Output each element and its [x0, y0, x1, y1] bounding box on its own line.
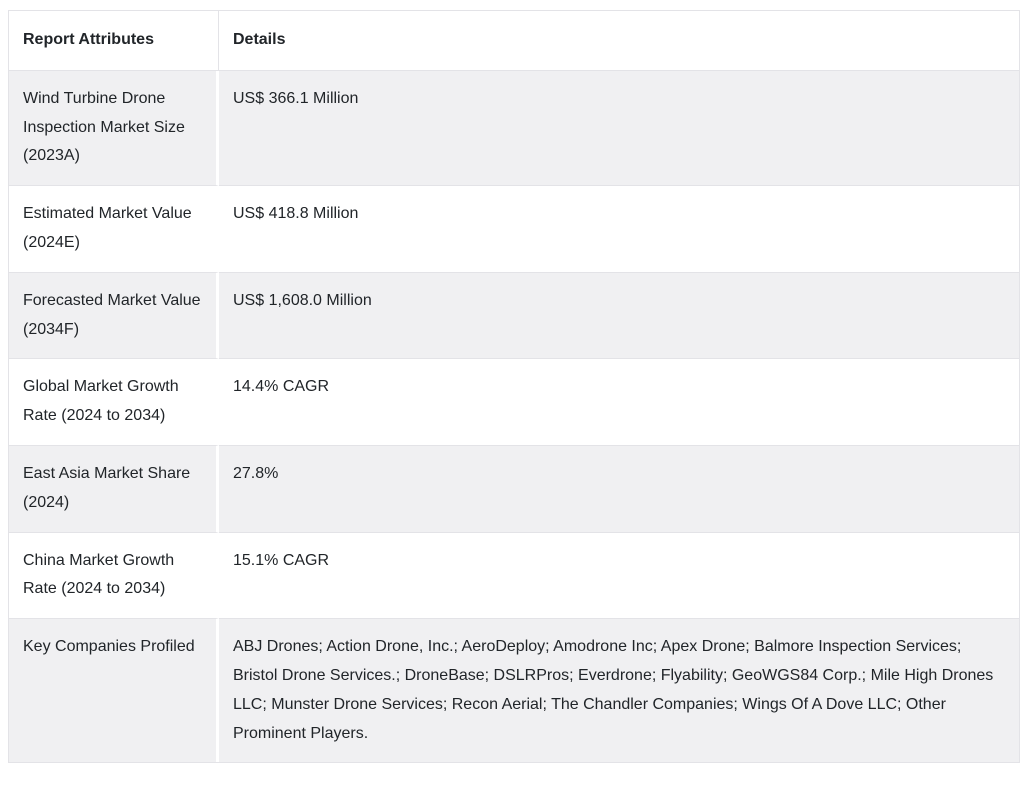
table-row: Global Market Growth Rate (2024 to 2034)… [9, 359, 1019, 446]
report-table-body: Wind Turbine Drone Inspection Market Siz… [9, 70, 1019, 763]
attribute-cell: East Asia Market Share (2024) [9, 445, 219, 533]
attribute-cell: Key Companies Profiled [9, 619, 219, 763]
detail-cell: US$ 366.1 Million [219, 70, 1019, 187]
report-attributes-table: Report Attributes Details Wind Turbine D… [8, 10, 1020, 764]
attribute-cell: Estimated Market Value (2024E) [9, 186, 219, 273]
detail-cell: 27.8% [219, 445, 1019, 533]
table-row: China Market Growth Rate (2024 to 2034) … [9, 532, 1019, 620]
table-row: Key Companies Profiled ABJ Drones; Actio… [9, 619, 1019, 763]
detail-cell: 15.1% CAGR [219, 532, 1019, 620]
table-row: Wind Turbine Drone Inspection Market Siz… [9, 70, 1019, 187]
header-row: Report Attributes Details [9, 11, 1019, 71]
table-row: Estimated Market Value (2024E) US$ 418.8… [9, 186, 1019, 273]
attribute-cell: Global Market Growth Rate (2024 to 2034) [9, 359, 219, 446]
report-attributes-table-container: Report Attributes Details Wind Turbine D… [8, 10, 1020, 764]
detail-cell: 14.4% CAGR [219, 359, 1019, 446]
table-row: Forecasted Market Value (2034F) US$ 1,60… [9, 272, 1019, 360]
table-row: East Asia Market Share (2024) 27.8% [9, 445, 1019, 533]
column-header-report-attributes: Report Attributes [9, 11, 219, 71]
attribute-cell: China Market Growth Rate (2024 to 2034) [9, 532, 219, 620]
detail-cell: US$ 1,608.0 Million [219, 272, 1019, 360]
table-header: Report Attributes Details [9, 11, 1019, 71]
detail-cell: ABJ Drones; Action Drone, Inc.; AeroDepl… [219, 619, 1019, 763]
attribute-cell: Forecasted Market Value (2034F) [9, 272, 219, 360]
detail-cell: US$ 418.8 Million [219, 186, 1019, 273]
attribute-cell: Wind Turbine Drone Inspection Market Siz… [9, 70, 219, 187]
column-header-details: Details [219, 11, 1019, 71]
